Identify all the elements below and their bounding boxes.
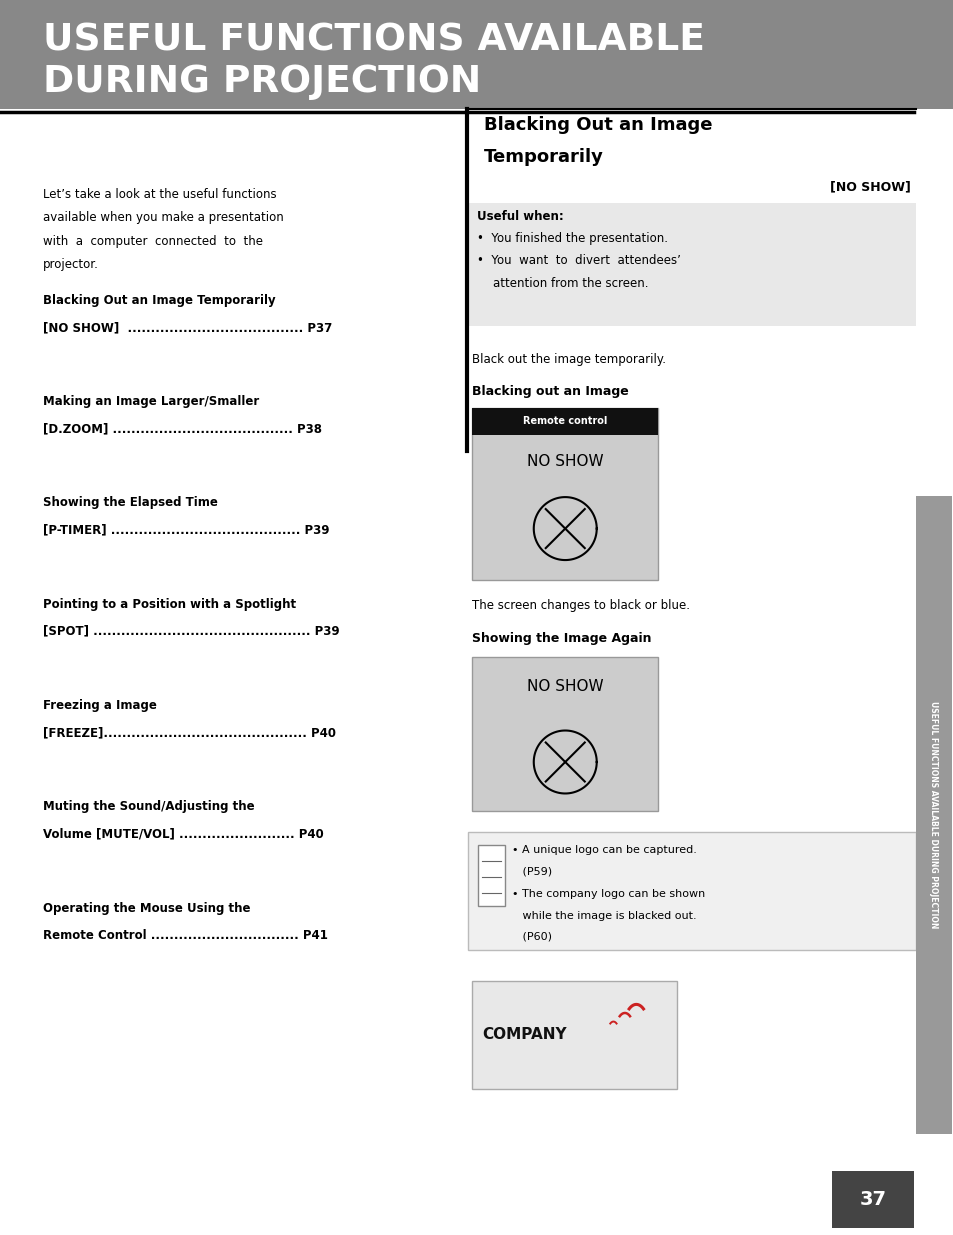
Text: Let’s take a look at the useful functions: Let’s take a look at the useful function…: [43, 188, 276, 201]
Text: NO SHOW: NO SHOW: [526, 454, 603, 469]
Text: [D.ZOOM] ....................................... P38: [D.ZOOM] ...............................…: [43, 422, 321, 436]
Text: 37: 37: [859, 1189, 885, 1209]
Text: [NO SHOW]: [NO SHOW]: [829, 180, 910, 194]
Text: Muting the Sound/Adjusting the: Muting the Sound/Adjusting the: [43, 800, 254, 814]
Text: Making an Image Larger/Smaller: Making an Image Larger/Smaller: [43, 395, 259, 409]
Text: Remote control: Remote control: [522, 416, 607, 426]
Text: available when you make a presentation: available when you make a presentation: [43, 211, 283, 225]
FancyBboxPatch shape: [468, 203, 915, 326]
FancyBboxPatch shape: [472, 408, 658, 580]
Text: Volume [MUTE/VOL] ......................... P40: Volume [MUTE/VOL] ......................…: [43, 827, 323, 841]
FancyBboxPatch shape: [468, 832, 915, 950]
FancyBboxPatch shape: [472, 657, 658, 811]
Text: • The company logo can be shown: • The company logo can be shown: [512, 889, 705, 899]
FancyBboxPatch shape: [831, 1171, 913, 1228]
Text: [NO SHOW]  ...................................... P37: [NO SHOW] ..............................…: [43, 321, 332, 335]
Text: Showing the Elapsed Time: Showing the Elapsed Time: [43, 496, 217, 510]
Text: • A unique logo can be captured.: • A unique logo can be captured.: [512, 845, 697, 855]
Text: COMPANY: COMPANY: [481, 1028, 566, 1042]
Text: Blacking out an Image: Blacking out an Image: [472, 385, 628, 399]
Text: Remote Control ................................ P41: Remote Control .........................…: [43, 929, 328, 942]
Text: NO SHOW: NO SHOW: [526, 679, 603, 694]
FancyBboxPatch shape: [0, 0, 953, 109]
Text: Operating the Mouse Using the: Operating the Mouse Using the: [43, 902, 251, 915]
Text: [FREEZE]............................................ P40: [FREEZE]................................…: [43, 726, 335, 740]
FancyBboxPatch shape: [915, 496, 951, 1134]
Text: •  You finished the presentation.: • You finished the presentation.: [476, 232, 667, 246]
FancyBboxPatch shape: [472, 981, 677, 1089]
Text: [SPOT] ............................................... P39: [SPOT] .................................…: [43, 625, 339, 638]
Text: while the image is blacked out.: while the image is blacked out.: [512, 911, 697, 921]
FancyBboxPatch shape: [477, 845, 504, 906]
Text: Temporarily: Temporarily: [483, 148, 603, 167]
Text: Black out the image temporarily.: Black out the image temporarily.: [472, 353, 665, 367]
Text: DURING PROJECTION: DURING PROJECTION: [43, 64, 480, 100]
Text: attention from the screen.: attention from the screen.: [493, 277, 648, 290]
Text: with  a  computer  connected  to  the: with a computer connected to the: [43, 235, 263, 248]
Text: USEFUL FUNCTIONS AVAILABLE: USEFUL FUNCTIONS AVAILABLE: [43, 22, 704, 58]
Text: Blacking Out an Image Temporarily: Blacking Out an Image Temporarily: [43, 294, 275, 308]
Text: Freezing a Image: Freezing a Image: [43, 699, 156, 713]
Text: (P60): (P60): [512, 931, 552, 941]
Text: projector.: projector.: [43, 258, 99, 272]
Text: Pointing to a Position with a Spotlight: Pointing to a Position with a Spotlight: [43, 598, 295, 611]
Text: (P59): (P59): [512, 867, 552, 877]
Text: [P-TIMER] ......................................... P39: [P-TIMER] ..............................…: [43, 524, 329, 537]
Text: Showing the Image Again: Showing the Image Again: [472, 632, 651, 646]
Text: The screen changes to black or blue.: The screen changes to black or blue.: [472, 599, 690, 613]
Text: USEFUL FUNCTIONS AVAILABLE DURING PROJECTION: USEFUL FUNCTIONS AVAILABLE DURING PROJEC…: [928, 701, 938, 929]
Text: •  You  want  to  divert  attendees’: • You want to divert attendees’: [476, 254, 680, 268]
FancyBboxPatch shape: [472, 408, 658, 435]
Text: Blacking Out an Image: Blacking Out an Image: [483, 116, 712, 135]
Text: Useful when:: Useful when:: [476, 210, 563, 224]
